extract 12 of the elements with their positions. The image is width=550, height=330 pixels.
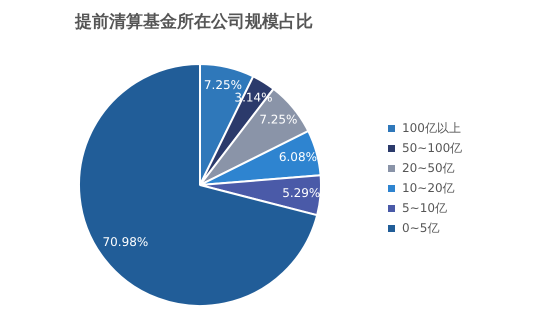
legend-label: 20~50亿 xyxy=(402,160,455,176)
data-label: 5.29% xyxy=(282,186,320,200)
legend-label: 0~5亿 xyxy=(402,220,440,236)
legend-label: 5~10亿 xyxy=(402,200,447,216)
legend-label: 50~100亿 xyxy=(402,140,462,156)
data-label: 7.25% xyxy=(259,112,298,126)
data-label: 6.08% xyxy=(278,150,317,164)
chart-title: 提前清算基金所在公司规模占比 xyxy=(75,11,313,33)
legend-label: 100亿以上 xyxy=(402,120,461,136)
data-label: 7.25% xyxy=(204,78,242,92)
data-label: 70.98% xyxy=(102,234,148,249)
legend-label: 10~20亿 xyxy=(402,180,455,196)
